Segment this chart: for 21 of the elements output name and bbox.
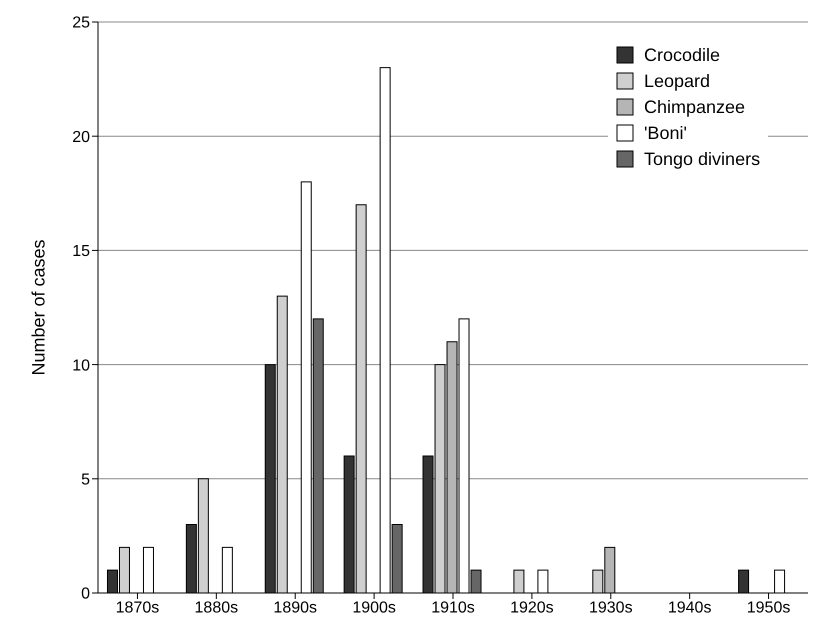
x-tick-label: 1900s [352,599,396,616]
y-tick-label: 15 [72,243,90,260]
x-tick-label: 1910s [431,599,475,616]
x-tick-label: 1950s [746,599,790,616]
x-tick-label: 1870s [116,599,160,616]
legend-label: Tongo diviners [644,148,760,170]
legend-label: Crocodile [644,44,720,66]
y-tick-label: 25 [72,14,90,32]
x-tick-label: 1920s [510,599,554,616]
x-tick-label: 1930s [588,599,633,616]
legend-label: 'Boni' [644,122,687,144]
y-tick-label: 5 [81,471,90,488]
y-tick-label: 10 [72,357,90,374]
y-axis-title: Number of cases [28,239,48,376]
x-tick-label: 1890s [273,599,318,616]
legend-label: Chimpanzee [644,96,746,118]
x-tick-label: 1880s [194,599,238,616]
y-tick-label: 0 [81,586,90,603]
y-tick-label: 20 [72,128,90,146]
x-tick-label: 1940s [668,599,712,616]
legend-label: Leopard [644,70,710,92]
